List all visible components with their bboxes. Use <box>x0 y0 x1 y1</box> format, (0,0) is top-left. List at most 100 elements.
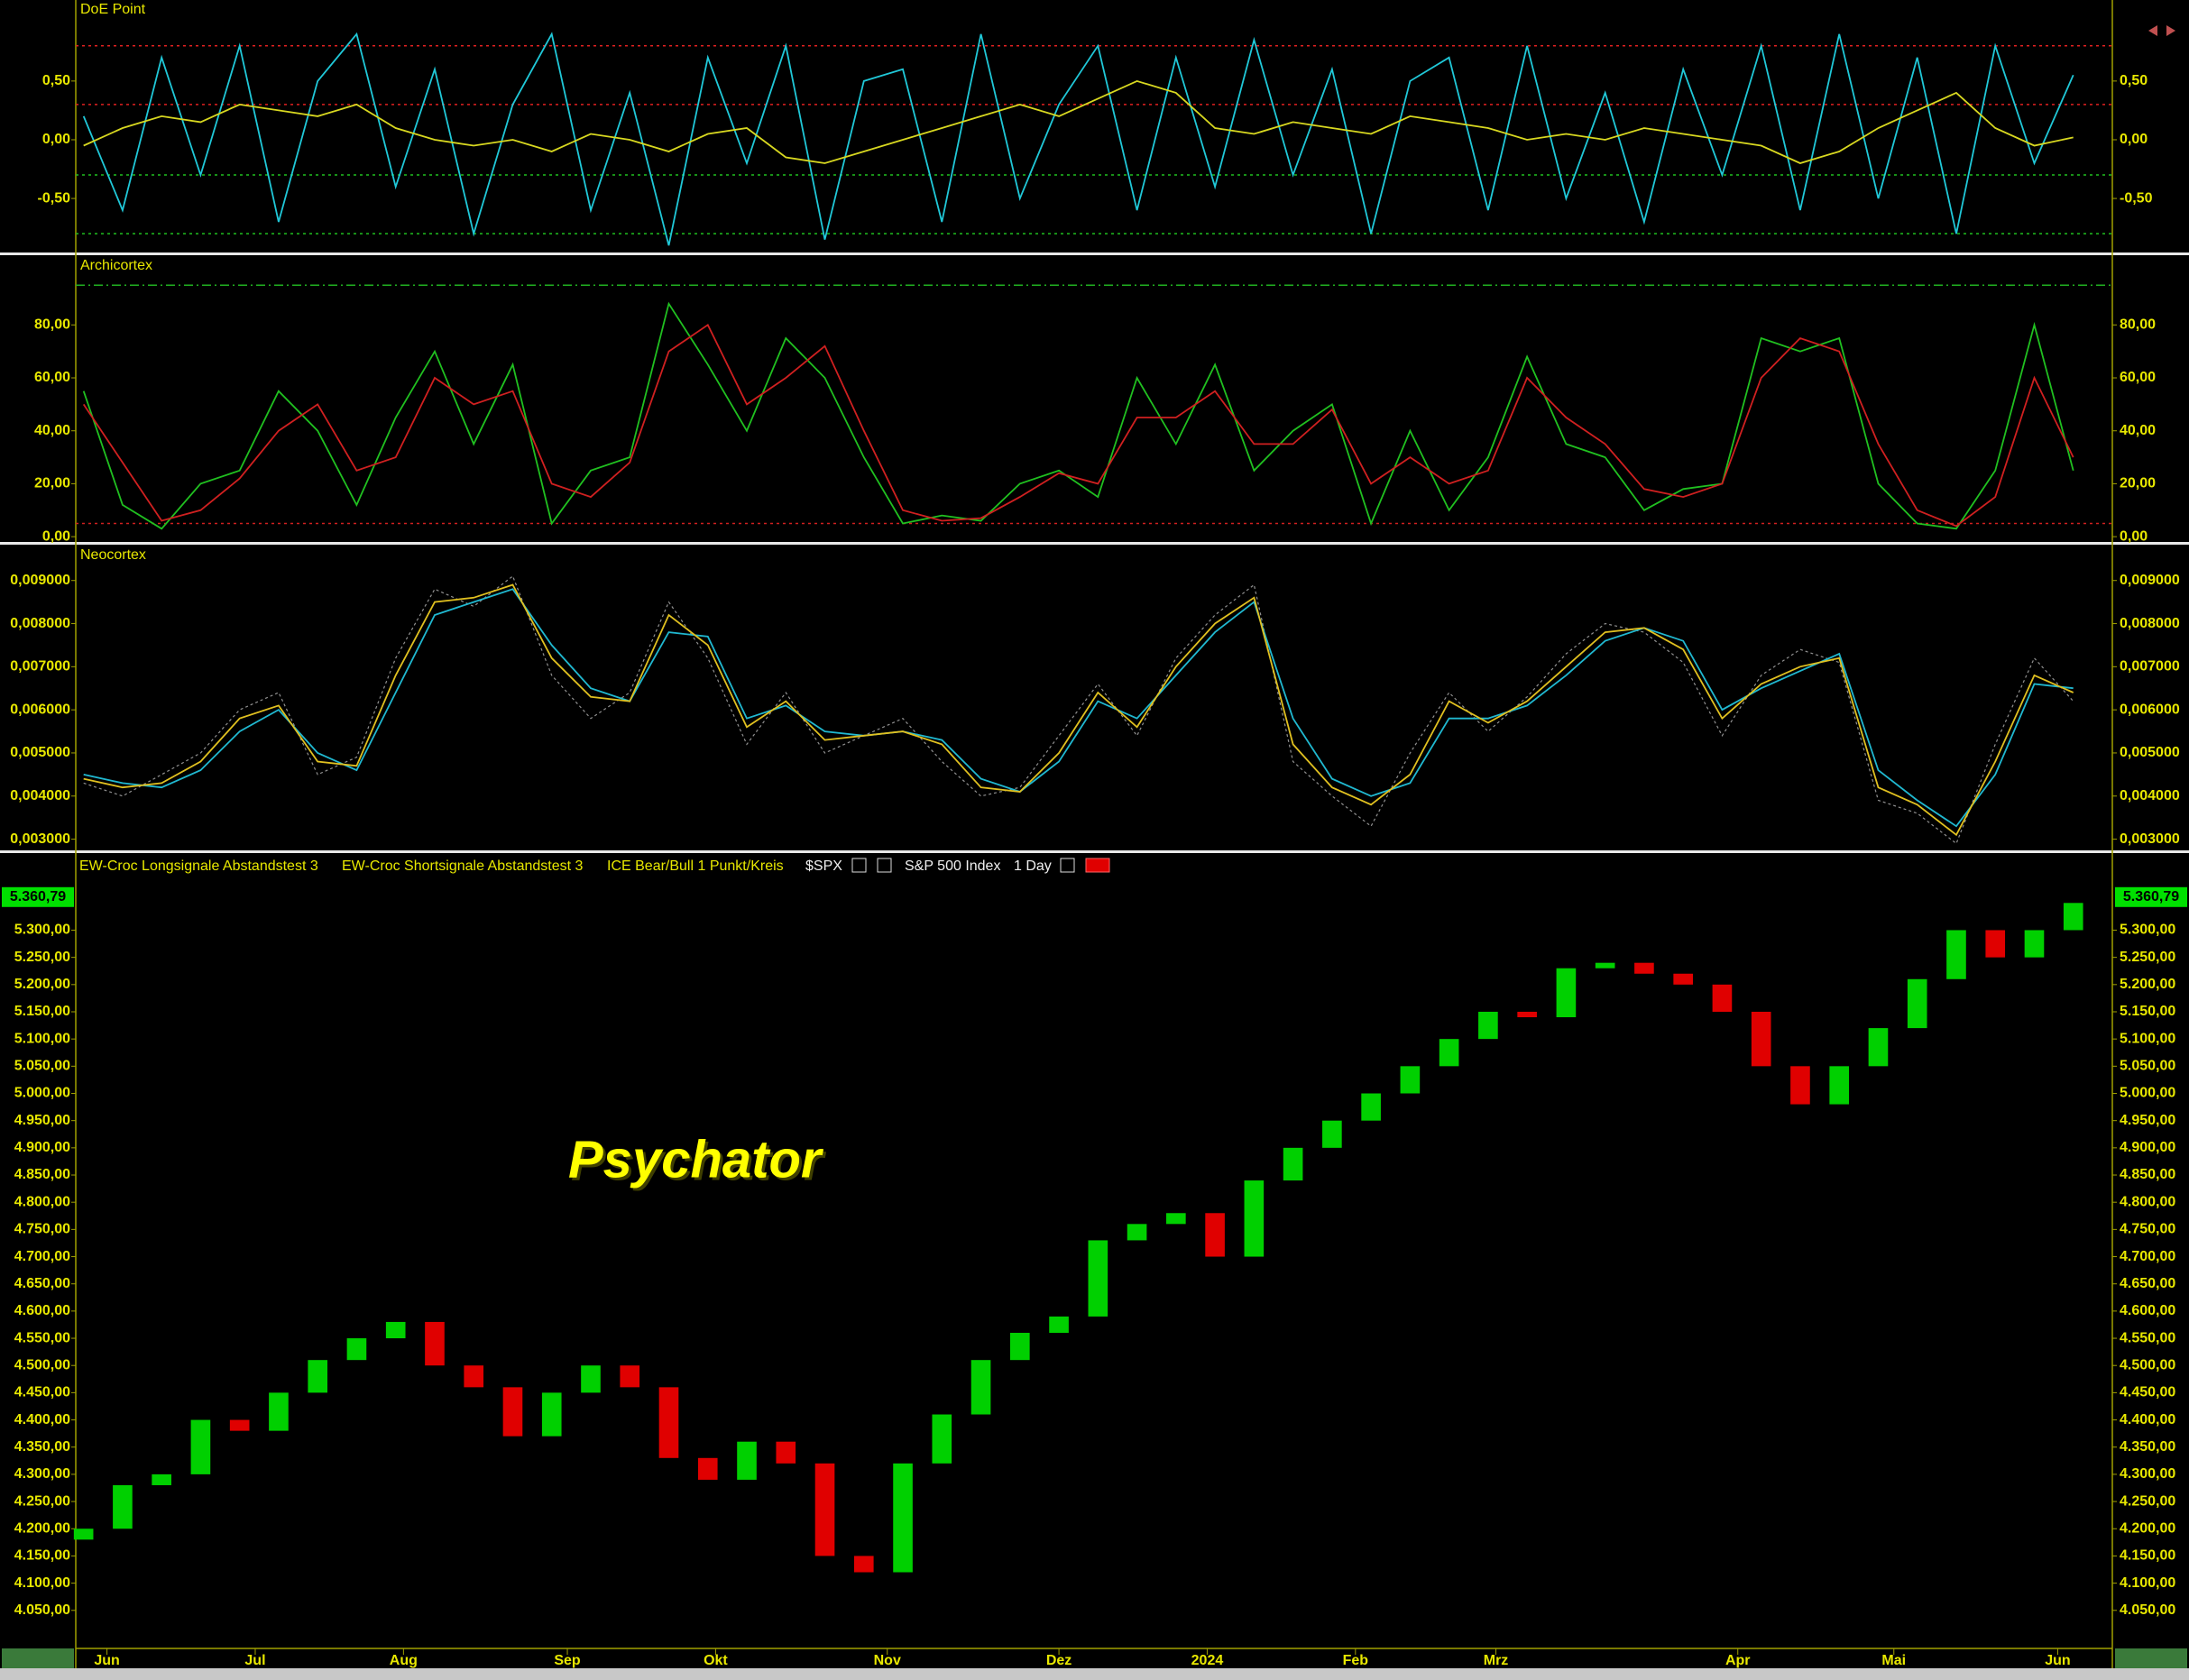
candle <box>1244 1180 1265 1257</box>
window-buttons[interactable] <box>2148 25 2175 36</box>
candle <box>1751 1011 1771 1067</box>
candle <box>1634 962 1654 974</box>
candle <box>737 1441 757 1480</box>
candle <box>1868 1028 1889 1067</box>
panel: 4.050,00 4.050,00 4.100,00 4.100,00 4.150,00… <box>2 858 2187 1668</box>
y-tick-label: 4.550,00 <box>14 1330 70 1345</box>
x-tick-label: Jun <box>94 1653 119 1668</box>
dropdown-button[interactable] <box>851 858 867 873</box>
x-tick-label: Okt <box>704 1653 728 1668</box>
y-tick-label: 0,009000 <box>10 573 70 588</box>
candle <box>1907 978 1927 1029</box>
candle <box>2063 903 2083 931</box>
y-tick-label: 40,00 <box>2120 423 2156 438</box>
candle <box>776 1441 796 1464</box>
status-bar <box>0 1668 2189 1680</box>
annotation-shadow: Psychator <box>571 1133 827 1191</box>
candle <box>1595 962 1615 969</box>
y-tick-label: 4.250,00 <box>2120 1493 2175 1509</box>
candle <box>190 1419 211 1474</box>
candle <box>1166 1213 1186 1225</box>
header-text: S&P 500 Index <box>905 858 1000 874</box>
y-tick-label: 0,50 <box>2120 73 2148 88</box>
candle <box>1946 930 1966 979</box>
candle <box>1088 1240 1108 1317</box>
x-tick-label: Mrz <box>1484 1653 1509 1668</box>
y-tick-label: 5.100,00 <box>2120 1031 2175 1046</box>
candle <box>1322 1120 1342 1148</box>
y-tick-label: 0,50 <box>42 73 70 88</box>
y-tick-label: 80,00 <box>2120 317 2156 333</box>
y-tick-label: 4.200,00 <box>2120 1520 2175 1536</box>
y-tick-label: 5.150,00 <box>2120 1004 2175 1019</box>
candle <box>308 1360 328 1393</box>
candle <box>697 1457 718 1480</box>
panel-title: DoE Point <box>80 2 146 17</box>
corner-box <box>2115 1648 2187 1668</box>
candle <box>1712 984 1733 1012</box>
candle <box>425 1321 445 1366</box>
y-tick-label: 4.600,00 <box>2120 1303 2175 1318</box>
y-tick-label: 4.300,00 <box>2120 1466 2175 1482</box>
y-tick-label: -0,50 <box>38 190 71 206</box>
header-text: 1 Day <box>1014 858 1052 874</box>
y-tick-label: 4.550,00 <box>2120 1330 2175 1345</box>
separator <box>0 542 2189 545</box>
header-icons <box>851 858 1110 873</box>
candle <box>269 1392 289 1431</box>
candle <box>932 1414 952 1464</box>
alert-button[interactable] <box>1085 858 1110 873</box>
y-tick-label: 4.750,00 <box>2120 1222 2175 1237</box>
candle <box>620 1365 640 1388</box>
annotation: Psychator <box>568 1130 824 1189</box>
y-tick-label: 4.500,00 <box>2120 1357 2175 1372</box>
y-tick-label: 4.250,00 <box>14 1493 70 1509</box>
indicator-line <box>82 323 2074 528</box>
candle <box>814 1463 835 1556</box>
candle <box>502 1387 523 1437</box>
x-tick-label: Sep <box>554 1653 581 1668</box>
y-tick-label: 0,007000 <box>2120 659 2180 675</box>
header-text: EW-Croc Shortsignale Abstandstest 3 <box>342 858 583 874</box>
x-tick-label: Mai <box>1881 1653 1906 1668</box>
candle <box>853 1556 874 1573</box>
y-tick-label: 0,006000 <box>10 702 70 717</box>
y-tick-label: 4.650,00 <box>2120 1276 2175 1291</box>
y-tick-label: 0,00 <box>2120 528 2148 544</box>
y-tick-label: 4.700,00 <box>2120 1249 2175 1264</box>
y-tick-label: 0,004000 <box>2120 788 2180 803</box>
candle <box>152 1473 171 1485</box>
candle <box>1283 1147 1303 1181</box>
y-tick-label: 5.050,00 <box>14 1059 70 1074</box>
candle <box>1361 1093 1381 1121</box>
candle <box>1478 1011 1498 1040</box>
y-tick-label: 4.900,00 <box>2120 1140 2175 1155</box>
panel: 0,00 0,00 20,00 20,00 40,00 40,00 60,00 60,00 80… <box>34 258 2156 544</box>
y-tick-label: 4.350,00 <box>14 1439 70 1455</box>
y-tick-label: -0,50 <box>2120 190 2153 206</box>
panel: 0,50 0,50 0,00 0,00 -0,50 -0,50 DoE Point <box>38 2 2153 246</box>
y-tick-label: 4.700,00 <box>14 1249 70 1264</box>
y-tick-label: 4.800,00 <box>2120 1194 2175 1209</box>
y-tick-label: 0,008000 <box>10 616 70 631</box>
last-price-box <box>2 886 74 907</box>
separator <box>0 850 2189 853</box>
y-tick-label: 0,007000 <box>10 659 70 675</box>
dropdown-button[interactable] <box>1060 858 1075 873</box>
y-tick-label: 4.100,00 <box>14 1575 70 1591</box>
y-tick-label: 5.300,00 <box>14 923 70 938</box>
separator <box>0 252 2189 255</box>
dropdown-button[interactable] <box>877 858 892 873</box>
x-tick-label: Jul <box>244 1653 265 1668</box>
candle <box>893 1463 913 1573</box>
candle <box>113 1484 133 1529</box>
y-tick-label: 5.000,00 <box>14 1086 70 1101</box>
x-tick-label: Jun <box>2045 1653 2070 1668</box>
candle <box>1673 973 1693 985</box>
candle <box>2024 930 2045 958</box>
maximize-icon[interactable] <box>2148 25 2175 36</box>
header-text: $SPX <box>805 858 842 874</box>
y-tick-label: 80,00 <box>34 317 70 333</box>
